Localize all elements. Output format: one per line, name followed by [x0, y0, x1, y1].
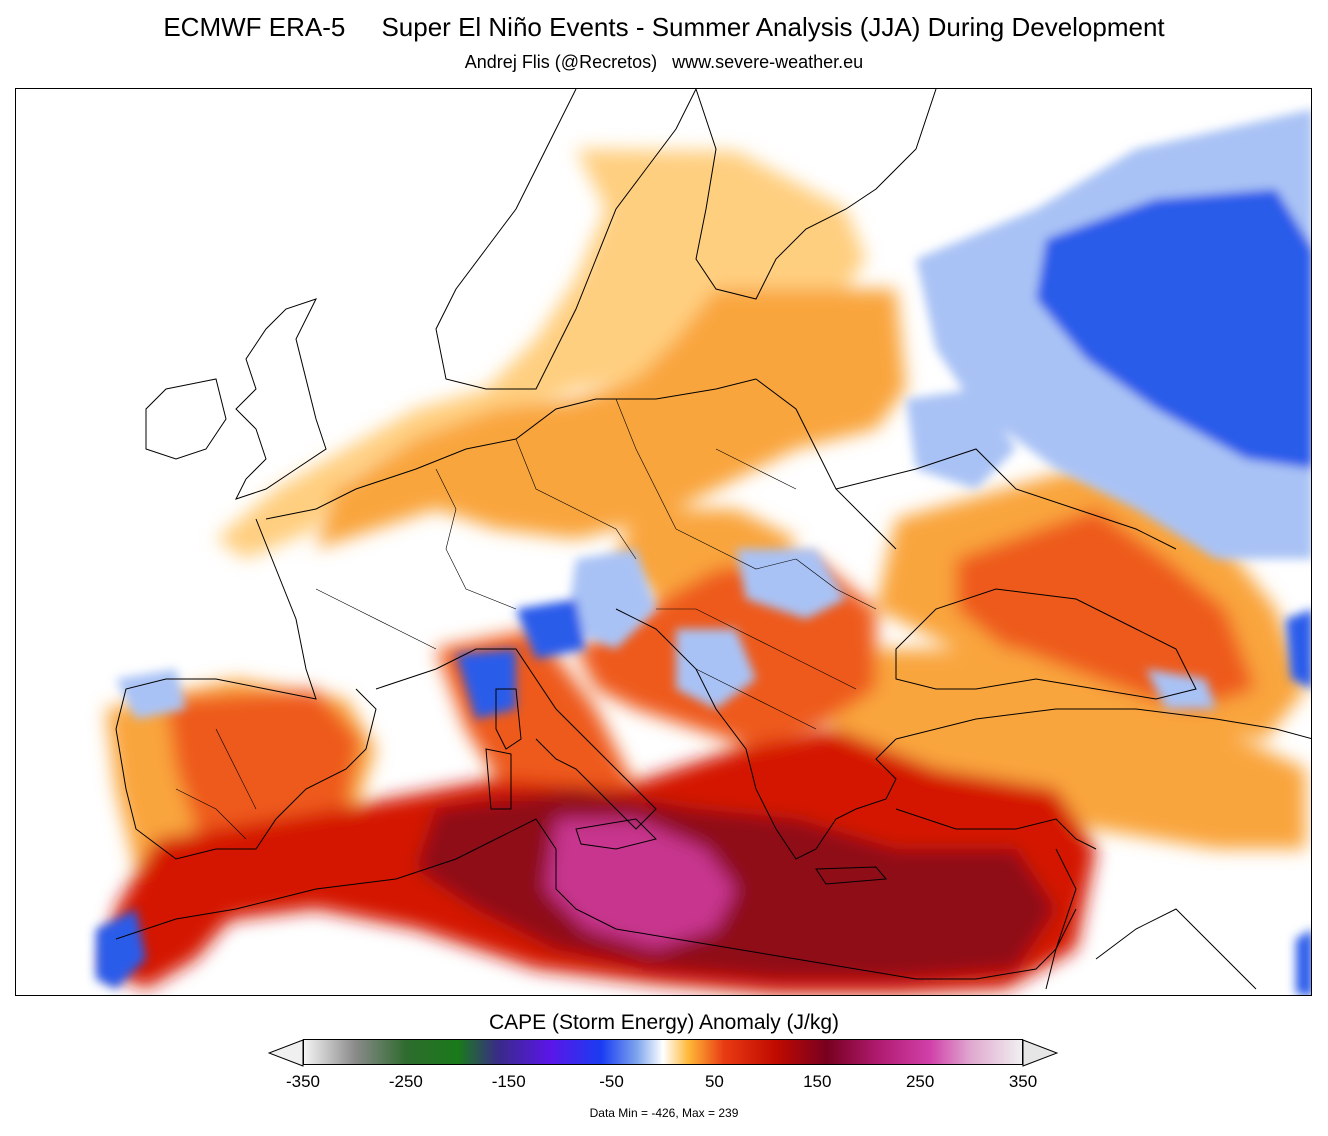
anomaly-field-negative: [96, 109, 1311, 995]
colorbar-tick-label: 150: [803, 1072, 832, 1091]
colorbar-tick-label: -250: [388, 1072, 423, 1091]
map-panel: [15, 88, 1312, 996]
colorbar-low-extension: [268, 1039, 304, 1067]
colorbar-tick-label: -350: [285, 1072, 321, 1091]
colorbar-high-extension: [1022, 1039, 1058, 1067]
colorbar: [268, 1036, 1058, 1070]
data-min-max-label: Data Min = -426, Max = 239: [589, 1106, 739, 1120]
chart-subtitle: Andrej Flis (@Recretos) www.severe-weath…: [464, 52, 864, 72]
anomaly-map: [16, 89, 1311, 995]
country-borders: [175, 398, 877, 840]
chart-title: ECMWF ERA-5 Super El Niño Events - Summe…: [163, 12, 1165, 42]
colorbar-tick-label: -50: [599, 1072, 624, 1091]
colorbar-tick-label: 50: [704, 1072, 724, 1091]
colorbar-tick-label: -150: [491, 1072, 526, 1091]
colorbar-tick-label: 350: [1008, 1072, 1038, 1091]
colorbar-tick-labels: -350 -250 -150 -50 50 150 250 350: [286, 1072, 1037, 1096]
colorbar-gradient: [303, 1039, 1023, 1065]
colorbar-title: CAPE (Storm Energy) Anomaly (J/kg): [488, 1011, 840, 1034]
colorbar-tick-label: 250: [905, 1072, 935, 1091]
